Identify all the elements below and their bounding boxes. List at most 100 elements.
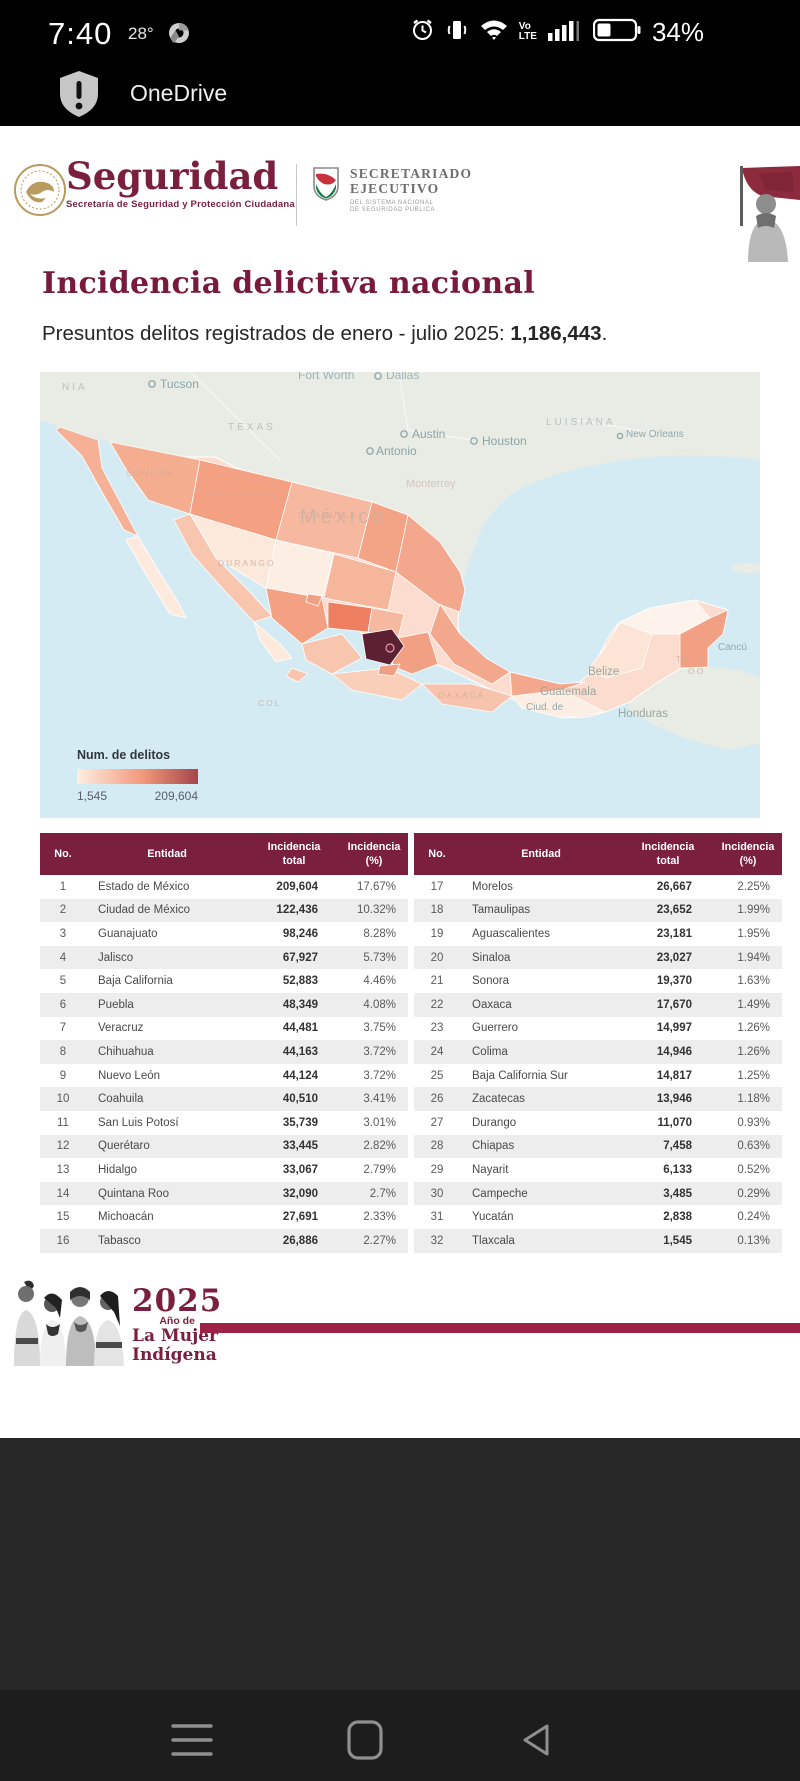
incidencia-total: 23,181 (656, 928, 692, 941)
incidencia-pct: 2.33% (363, 1211, 396, 1224)
incidencia-pct: 1.49% (737, 998, 770, 1011)
temperature: 28° (128, 24, 154, 43)
entidad: Guerrero (472, 1022, 519, 1035)
entidad: Nayarit (472, 1163, 509, 1176)
incidencia-total: 122,436 (276, 904, 318, 917)
table-row: 20 Sinaloa 23,027 1.94% (414, 945, 782, 970)
incidencia-total: 40,510 (282, 1093, 318, 1106)
map-legend: Num. de delitos 1,545 209,604 (77, 748, 207, 803)
notification-app-name: OneDrive (130, 80, 228, 106)
table-row: 9 Nuevo León 44,124 3.72% (40, 1064, 408, 1088)
row-no: 3 (59, 928, 67, 941)
vibrate-icon (445, 18, 469, 47)
page-title: Incidencia delictiva nacional (42, 266, 535, 301)
incidencia-pct: 17.67% (356, 880, 396, 893)
onedrive-notification[interactable]: OneDrive (0, 64, 800, 126)
table-row: 3 Guanajuato 98,246 8.28% (40, 922, 408, 946)
row-no: 32 (430, 1234, 444, 1247)
legend-gradient-bar (77, 769, 198, 784)
incidencia-total: 26,667 (656, 880, 692, 893)
table-row: 25 Baja California Sur 14,817 1.25% (414, 1064, 782, 1088)
row-no: 9 (59, 1069, 67, 1082)
table-row: 32 Tlaxcala 1,545 0.13% (414, 1228, 782, 1253)
row-no: 7 (59, 1022, 67, 1035)
incidencia-total: 32,090 (282, 1187, 318, 1200)
entidad: Morelos (472, 880, 513, 893)
entidad: Nuevo León (98, 1069, 161, 1082)
secretariado-sub1: DEL SISTEMA NACIONAL (350, 200, 434, 206)
alarm-icon (411, 18, 434, 46)
battery-percent: 34% (651, 16, 704, 47)
table-row: 16 Tabasco 26,886 2.27% (40, 1228, 408, 1253)
incidencia-pct: 3.75% (363, 1022, 396, 1035)
map-graphic (40, 372, 760, 750)
brand-tagline: Secretaría de Seguridad y Protección Ciu… (66, 199, 295, 210)
incidencia-pct: 1.18% (737, 1093, 770, 1106)
secretariado-line2: EJECUTIVO (350, 181, 440, 196)
row-no: 1 (59, 880, 67, 893)
table-row: 14 Quintana Roo 32,090 2.7% (40, 1181, 408, 1206)
table-row: 24 Colima 14,946 1.26% (414, 1040, 782, 1064)
incidencia-pct: 1.26% (737, 1046, 770, 1059)
row-no: 12 (56, 1140, 70, 1153)
incidencia-total: 19,370 (656, 975, 692, 988)
row-no: 11 (57, 1116, 69, 1129)
incidencia-total: 67,927 (282, 951, 318, 964)
incidencia-total: 23,652 (656, 904, 692, 917)
header-divider (296, 164, 297, 226)
recents-button[interactable] (164, 1712, 220, 1768)
col-incidencia-total: Incidencia total (248, 833, 340, 876)
incidencia-total: 6,133 (663, 1163, 692, 1176)
home-button[interactable] (337, 1712, 393, 1768)
battery-icon (592, 18, 641, 47)
incidencia-pct: 2.7% (369, 1187, 396, 1200)
entidad: Baja California (98, 975, 173, 988)
row-no: 5 (59, 975, 67, 988)
shield-exclamation-icon (58, 70, 100, 123)
incidencia-total: 2,838 (663, 1211, 692, 1224)
page-footer: 2025 Año de La Mujer Indígena (0, 1276, 800, 1406)
table-row: 8 Chihuahua 44,163 3.72% (40, 1040, 408, 1064)
incidencia-pct: 10.32% (356, 904, 396, 917)
incidencia-total: 44,124 (282, 1069, 318, 1082)
row-no: 30 (430, 1187, 444, 1200)
entidad: Chiapas (472, 1140, 515, 1153)
entidad: Durango (472, 1116, 517, 1129)
secretariado-sub2: DE SEGURIDAD PÚBLICA (350, 207, 436, 213)
row-no: 13 (56, 1163, 70, 1176)
incidencia-pct: 2.79% (363, 1163, 396, 1176)
clock: 7:40 (48, 16, 113, 51)
entidad: San Luis Potosí (98, 1116, 179, 1129)
incidencia-total: 17,670 (656, 998, 692, 1011)
incidencia-total: 33,067 (282, 1163, 318, 1176)
row-no: 10 (56, 1093, 70, 1106)
entidad: Jalisco (98, 951, 134, 964)
col-incidencia-total: Incidencia total (622, 833, 714, 876)
document-viewer[interactable]: Seguridad Secretaría de Seguridad y Prot… (0, 126, 800, 1438)
incidencia-total: 14,817 (656, 1069, 692, 1082)
brand-wordmark: Seguridad (66, 154, 279, 198)
mexico-choropleth-map: NIA Fort Worth Dallas Tucson TEXAS Austin LUIS… (40, 372, 760, 818)
legend-min: 1,545 (77, 789, 108, 803)
entidad: Campeche (472, 1187, 528, 1200)
col-no: No. (414, 833, 460, 876)
row-no: 17 (430, 880, 444, 893)
signal-icon (547, 18, 582, 47)
entidad: Oaxaca (472, 998, 512, 1011)
col-incidencia-pct: Incidencia (%) (714, 833, 782, 876)
incidencia-pct: 3.41% (363, 1093, 396, 1106)
chrome-icon (168, 22, 190, 49)
wifi-icon (480, 19, 508, 46)
incidencia-total: 11,070 (657, 1116, 692, 1129)
incidencia-pct: 0.29% (737, 1187, 770, 1200)
entidad: Hidalgo (98, 1163, 137, 1176)
home-square-icon (347, 1720, 383, 1760)
back-button[interactable] (509, 1712, 565, 1768)
legend-max: 209,604 (154, 789, 198, 803)
row-no: 28 (430, 1140, 444, 1153)
gov-header: Seguridad Secretaría de Seguridad y Prot… (0, 154, 800, 262)
incidencia-pct: 0.52% (737, 1163, 770, 1176)
incidencia-pct: 0.93% (737, 1116, 770, 1129)
table-row: 4 Jalisco 67,927 5.73% (40, 945, 408, 970)
android-navbar (0, 1690, 800, 1781)
